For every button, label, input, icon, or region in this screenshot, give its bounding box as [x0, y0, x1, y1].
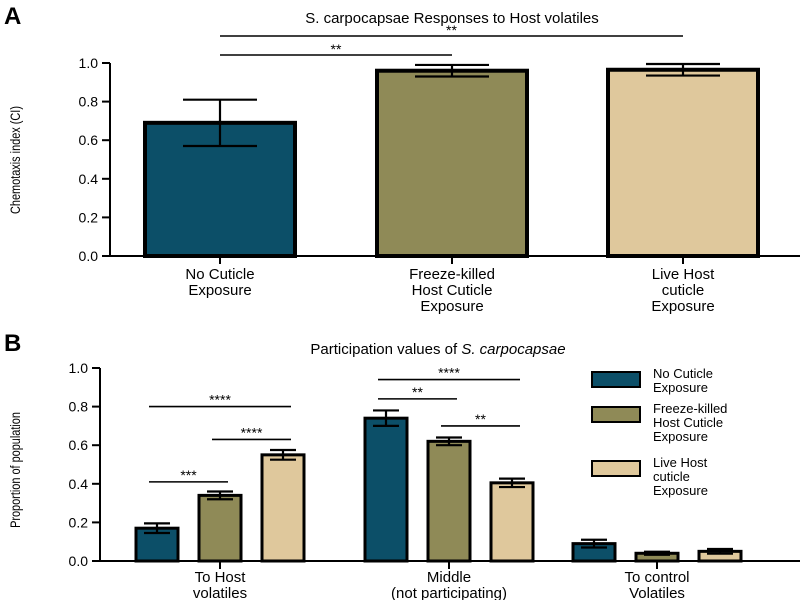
chart-a-x-tick-label: Live Host: [652, 266, 715, 283]
chart-b-title-plain: Participation values of: [310, 341, 461, 358]
chart-a-x-tick-label: No Cuticle: [185, 266, 254, 283]
chart-b-legend-label: No Cuticle: [653, 366, 713, 381]
chart-a-x-tick-label: Freeze-killed: [409, 266, 495, 283]
chart-a-y-tick-label: 0.2: [79, 209, 99, 225]
chart-b-legend-label: Live Host: [653, 455, 708, 470]
chart-b-y-tick-label: 0.4: [69, 476, 89, 492]
chart-a-title: S. carpocapsae Responses to Host volatil…: [305, 10, 599, 27]
chart-b-x-tick-label: To Host: [195, 569, 247, 586]
chart-b-legend-label: Exposure: [653, 429, 708, 444]
chart-b-x-tick-label: (not participating): [391, 585, 507, 600]
chart-b-legend-label: cuticle: [653, 469, 690, 484]
chart-a-y-tick-label: 1.0: [79, 55, 99, 71]
chart-b-significance-label: ***: [180, 467, 197, 483]
chart-b-legend-swatch: [591, 371, 641, 388]
chart-a-y-tick-label: 0.4: [79, 171, 99, 187]
chart-b-y-tick-label: 0.6: [69, 437, 89, 453]
chart-a-x-tick-label: Exposure: [420, 298, 483, 315]
chart-a-significance-label: **: [446, 22, 457, 38]
chart-a-y-tick-label: 0.0: [79, 248, 99, 264]
chart-a-y-tick-label: 0.6: [79, 132, 99, 148]
chart-a-x-tick-label: Exposure: [188, 282, 251, 299]
chart-b-x-tick-label: To control: [624, 569, 689, 586]
chart-a-y-tick-label: 0.8: [79, 94, 99, 110]
chart-b-legend-label: Host Cuticle: [653, 415, 723, 430]
chart-a-x-tick-label: cuticle: [662, 282, 705, 299]
chart-b-legend-label: Freeze-killed: [653, 401, 727, 416]
chart-b-legend-swatch: [591, 460, 641, 477]
panel-b-letter: B: [4, 330, 21, 357]
chart-b-title: Participation values of S. carpocapsae: [310, 341, 565, 358]
chart-b-y-tick-label: 0.0: [69, 553, 89, 569]
chart-b-x-tick-label: volatiles: [193, 585, 247, 600]
chart-b-significance-label: ****: [209, 392, 231, 408]
chart-b-legend-label: Exposure: [653, 380, 708, 395]
chart-b-significance-label: ****: [438, 365, 460, 381]
chart-b-bar: [197, 493, 243, 563]
chart-b-legend-label: Exposure: [653, 483, 708, 498]
chart-b-x-tick-label: Middle: [427, 569, 471, 586]
chart-b-y-tick-label: 0.2: [69, 514, 89, 530]
chart-a-significance-label: **: [331, 41, 342, 57]
chart-a-y-axis-label: Chemotaxis index (CI): [8, 106, 24, 214]
chart-b-title-italic: S. carpocapsae: [461, 341, 565, 358]
chart-b-y-tick-label: 0.8: [69, 399, 89, 415]
chart-a-x-tick-label: Host Cuticle: [412, 282, 493, 299]
panel-a-letter: A: [4, 3, 21, 30]
chart-b-significance-label: **: [412, 384, 423, 400]
chart-b-y-axis-label: Proportion of population: [8, 412, 24, 528]
chart-b-bar: [260, 453, 306, 563]
chart-b-x-tick-label: Volatiles: [629, 585, 685, 600]
chart-a-bar: [375, 68, 529, 258]
panel-a: A S. carpocapsae Responses to Host volat…: [4, 3, 800, 315]
chart-b-legend-swatch: [591, 406, 641, 423]
panel-b: B Participation values of S. carpocapsae…: [4, 330, 800, 600]
chart-b-bar: [363, 416, 409, 563]
chart-b-bar: [426, 439, 472, 563]
chart-b-y-tick-label: 1.0: [69, 360, 89, 376]
chart-b-significance-label: ****: [241, 424, 263, 440]
chart-b-bar: [489, 481, 535, 563]
chart-a-bar: [606, 67, 760, 258]
chart-a-x-tick-label: Exposure: [651, 298, 714, 315]
chart-b-significance-label: **: [475, 411, 486, 427]
